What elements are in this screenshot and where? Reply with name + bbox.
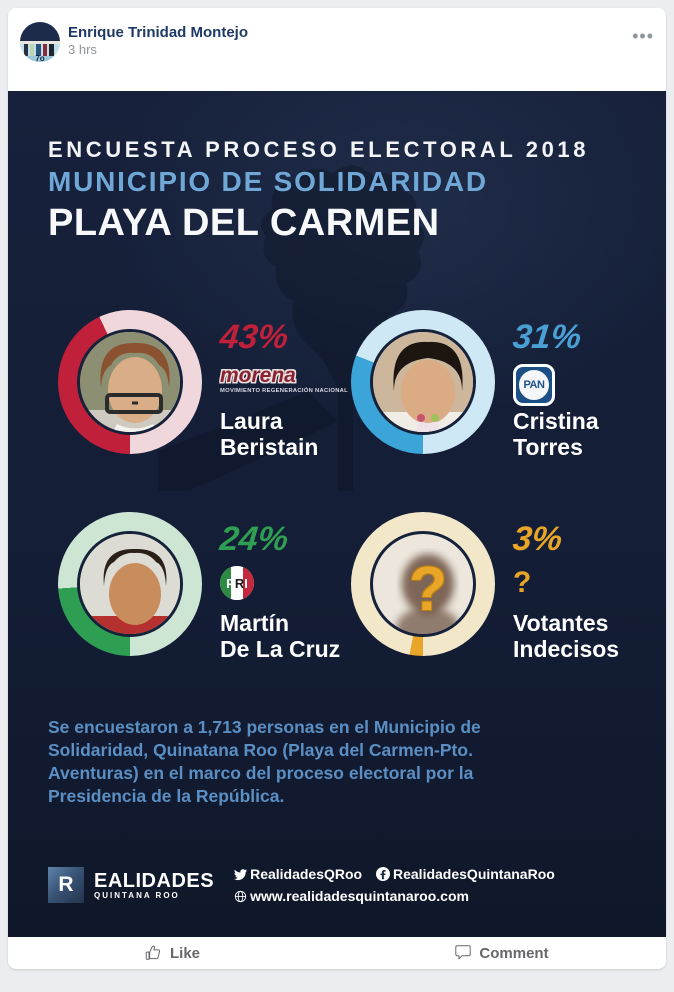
svg-text:7o: 7o	[35, 54, 44, 62]
